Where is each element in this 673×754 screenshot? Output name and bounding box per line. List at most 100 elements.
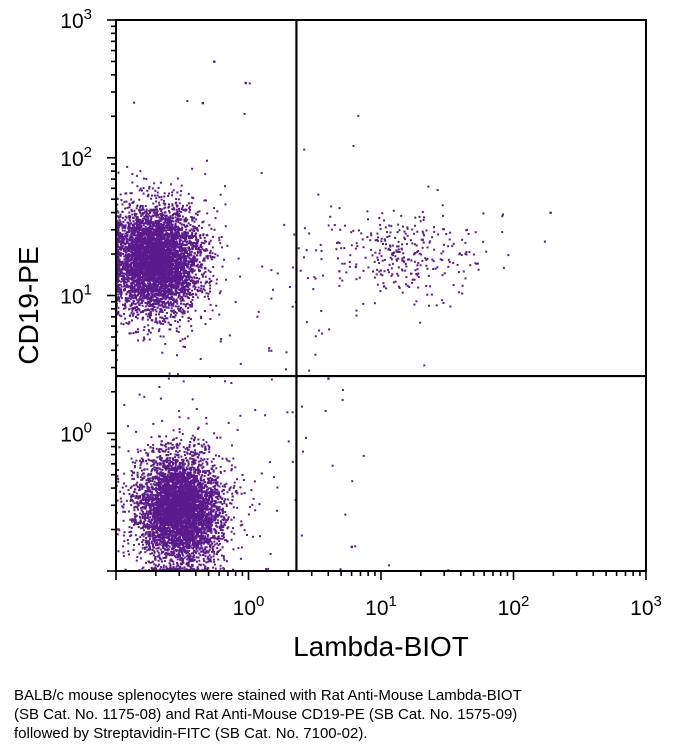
- event-dot: [182, 294, 185, 297]
- event-dot: [199, 269, 202, 272]
- event-dot: [178, 238, 181, 241]
- event-dot: [164, 249, 167, 252]
- event-dot: [158, 274, 161, 277]
- event-dot: [133, 294, 136, 297]
- event-dot: [138, 243, 141, 246]
- event-dot: [116, 270, 119, 273]
- event-dot: [137, 283, 140, 286]
- event-dot: [209, 290, 212, 293]
- event-dot: [142, 280, 145, 283]
- event-dot: [154, 244, 156, 247]
- event-dot: [125, 281, 128, 284]
- event-dot: [118, 258, 121, 261]
- event-dot: [149, 275, 152, 278]
- event-dot: [165, 245, 168, 248]
- event-dot: [185, 302, 188, 305]
- event-dot: [152, 272, 154, 275]
- event-dot: [201, 275, 204, 278]
- event-dot: [128, 228, 130, 231]
- event-dot: [190, 325, 193, 328]
- event-dot: [148, 282, 151, 285]
- event-dot: [146, 333, 149, 336]
- event-dot: [185, 234, 188, 237]
- event-dot: [176, 272, 179, 275]
- event-dot: [123, 281, 126, 284]
- event-dot: [175, 240, 178, 243]
- event-dot: [142, 294, 145, 297]
- event-dot: [118, 268, 121, 271]
- event-dot: [187, 255, 190, 258]
- event-dot: [160, 258, 162, 261]
- event-dot: [147, 297, 150, 299]
- event-dot: [185, 278, 188, 281]
- event-dot: [127, 225, 130, 228]
- event-dot: [172, 241, 175, 244]
- event-dot: [183, 310, 186, 313]
- event-dot: [173, 265, 176, 268]
- event-dot: [193, 230, 196, 232]
- event-dot: [179, 228, 182, 231]
- event-dot: [169, 221, 172, 224]
- event-dot: [184, 248, 187, 251]
- event-dot: [200, 287, 203, 290]
- event-dot: [154, 300, 157, 303]
- event-dot: [175, 285, 178, 287]
- event-dot: [177, 286, 180, 289]
- event-dot: [150, 289, 153, 292]
- event-dot: [166, 223, 169, 226]
- event-dot: [199, 237, 202, 239]
- event-dot: [196, 213, 199, 216]
- event-dot: [140, 237, 142, 240]
- event-dot: [132, 273, 135, 276]
- event-dot: [124, 302, 127, 305]
- event-dot: [139, 204, 142, 207]
- event-dot: [192, 241, 195, 244]
- event-dot: [180, 295, 183, 298]
- event-dot: [135, 213, 138, 215]
- event-dot: [132, 216, 134, 219]
- event-dot: [170, 256, 173, 259]
- event-dot: [188, 229, 191, 232]
- event-dot: [143, 264, 146, 267]
- event-dot: [142, 254, 145, 257]
- event-dot: [179, 253, 182, 256]
- event-dot: [172, 301, 175, 304]
- event-dot: [157, 281, 160, 284]
- event-dot: [130, 267, 133, 270]
- event-dot: [154, 318, 157, 321]
- event-dot: [148, 246, 151, 249]
- event-dot: [203, 310, 206, 312]
- event-dot: [129, 289, 132, 292]
- event-dot: [167, 296, 170, 299]
- event-dot: [120, 199, 123, 201]
- event-dot: [125, 263, 128, 266]
- event-dot: [129, 215, 132, 218]
- event-dot: [204, 266, 207, 269]
- event-dot: [181, 311, 184, 314]
- event-dot: [157, 294, 160, 297]
- event-dot: [181, 299, 184, 302]
- event-dot: [183, 257, 186, 260]
- event-dot: [142, 231, 145, 234]
- event-dot: [155, 265, 158, 268]
- event-dot: [158, 196, 161, 199]
- event-dot: [175, 220, 177, 223]
- event-dot: [117, 215, 120, 218]
- event-dot: [139, 266, 142, 269]
- event-dot: [175, 233, 178, 236]
- event-dot: [133, 231, 136, 234]
- event-dot: [126, 221, 129, 224]
- event-dot: [148, 185, 151, 188]
- event-dot: [165, 225, 168, 228]
- event-dot: [139, 228, 142, 231]
- event-dot: [189, 251, 192, 254]
- event-dot: [159, 307, 162, 310]
- event-dot: [204, 282, 207, 285]
- event-dot: [161, 293, 163, 296]
- event-dot: [169, 260, 172, 263]
- event-dot: [168, 270, 171, 273]
- event-dot: [121, 216, 124, 219]
- event-dot: [124, 305, 127, 308]
- event-dot: [190, 234, 193, 237]
- event-dot: [148, 227, 151, 230]
